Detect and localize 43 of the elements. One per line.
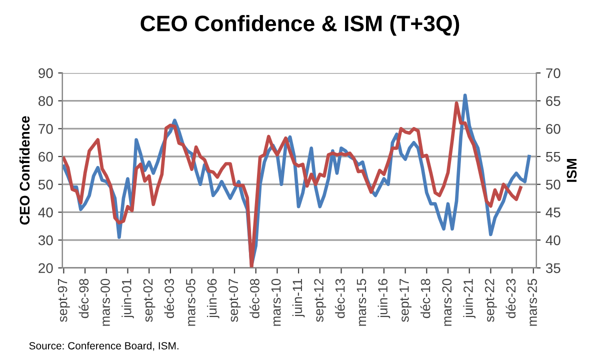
x-tick-label: sept-22 (484, 278, 497, 322)
y-tick-label: 40 (38, 208, 53, 218)
x-tick-label: déc-98 (78, 278, 89, 318)
y-tick-label: 70 (38, 124, 53, 134)
y2-axis-title: ISM (566, 159, 577, 182)
y-tick-label: 20 (38, 263, 53, 274)
x-tick-label: sept-02 (143, 278, 156, 322)
x-tick-label: juin-11 (292, 278, 305, 318)
x-tick-label: mars-00 (100, 278, 110, 326)
x-tick-label: sept-12 (314, 278, 326, 322)
y2-tick-label: 40 (546, 235, 560, 246)
y2-tick-label: 70 (546, 68, 560, 78)
x-tick-label: mars-10 (271, 278, 281, 326)
x-tick-label: juin-06 (206, 278, 220, 318)
y2-tick-label: 35 (546, 263, 560, 274)
y2-tick-label: 45 (546, 208, 560, 218)
x-tick-label: déc-18 (420, 278, 430, 318)
x-tick-label: mars-25 (528, 278, 537, 326)
y-tick-label: 80 (38, 96, 53, 106)
y-tick-label: 50 (38, 180, 53, 190)
x-tick-label: déc-03 (164, 278, 174, 318)
x-tick-label: déc-08 (250, 278, 260, 318)
x-tick-label: mars-20 (442, 278, 452, 326)
y-axis-title: CEO Confidence (19, 116, 30, 225)
y-tick-label: 90 (38, 68, 53, 78)
x-tick-label: sept-07 (228, 278, 241, 322)
y2-tick-label: 65 (546, 96, 560, 106)
y2-tick-label: 50 (546, 180, 560, 190)
x-tick-label: sept-97 (58, 278, 70, 322)
x-tick-label: déc-13 (334, 278, 345, 318)
y2-tick-label: 55 (546, 152, 560, 162)
x-tick-label: juin-21 (463, 278, 476, 318)
chart-title: CEO Confidence & ISM (T+3Q) (140, 15, 460, 36)
x-tick-label: mars-05 (186, 278, 196, 326)
x-tick-label: juin-01 (122, 278, 134, 318)
source-note: Source: Conference Board, ISM. (29, 342, 178, 351)
y-tick-label: 30 (38, 235, 53, 246)
x-tick-label: déc-23 (506, 278, 516, 318)
x-tick-label: sept-17 (400, 278, 412, 322)
y2-tick-label: 60 (546, 124, 560, 134)
x-tick-label: mars-15 (356, 278, 366, 326)
x-tick-label: juin-16 (378, 278, 390, 318)
y-tick-label: 60 (38, 152, 53, 162)
